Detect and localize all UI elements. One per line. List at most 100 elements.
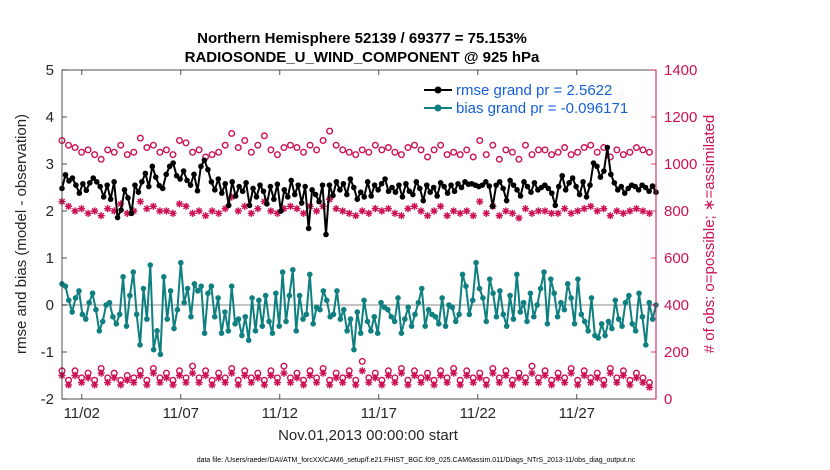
rmse-point [260,188,267,195]
bias-point [76,288,82,294]
x-tick-label: 11/17 [361,405,397,422]
obs-assimilated-marker [606,212,614,220]
rmse-point [601,168,607,174]
obs-possible-marker [561,144,569,152]
obs-assimilated-marker [319,369,327,377]
obs-assimilated-marker [436,202,445,210]
bias-point [395,295,401,301]
rmse-point [305,225,312,232]
legend-bias-label: bias grand pr = -0.096171 [456,100,628,117]
rmse-point [434,193,440,199]
obs-possible-marker [358,357,366,365]
rmse-point [271,196,277,203]
obs-possible-marker [469,153,477,161]
obs-assimilated-marker [619,371,627,380]
obs-possible-marker [228,129,236,137]
rmse-point [548,190,555,196]
obs-assimilated-marker [169,209,177,217]
bias-point [398,330,405,337]
bias-point [629,321,636,327]
obs-assimilated-marker [423,374,432,382]
y-left-tick-label: 1 [46,250,54,267]
rmse-point [416,185,423,192]
obs-assimilated-marker [626,381,634,389]
obs-assimilated-marker [188,209,197,217]
bias-point [575,276,581,282]
bias-point [347,316,354,322]
rmse-point [444,190,451,196]
obs-possible-marker [548,151,556,159]
rmse-point [146,183,152,190]
obs-possible-marker [378,146,386,154]
bias-point [154,328,160,334]
obs-assimilated-marker [267,207,275,215]
rmse-point [191,171,197,178]
bias-point [412,311,418,318]
obs-assimilated-marker [600,205,608,213]
legend-rmse-label: rmse grand pr = 2.5622 [456,82,612,99]
obs-possible-marker [313,146,321,154]
y-axis-right-label: # of obs: o=possible; ∗=assimilated [701,115,718,354]
obs-assimilated-marker [136,198,144,206]
rmse-point [517,193,524,199]
bias-point [554,313,561,320]
bias-point [361,297,367,304]
obs-assimilated-marker [397,212,406,220]
obs-assimilated-marker [293,205,301,213]
rmse-point [510,182,517,188]
rmse-point [170,160,176,166]
obs-possible-marker [587,141,595,149]
y-axis-left: -2 -1 0 1 2 3 4 5 [41,62,67,408]
bias-point [178,259,184,266]
rmse-point [399,194,406,200]
rmse-point [559,172,566,179]
obs-assimilated-marker [110,374,118,382]
x-tick-label: 11/02 [64,405,100,422]
rmse-point [458,184,465,191]
rmse-point [576,191,583,198]
obs-possible-marker [65,141,73,149]
obs-assimilated-marker [521,205,530,213]
obs-possible-marker [352,151,360,159]
bias-point [215,295,221,301]
bias-point [310,321,316,327]
bias-point [378,299,384,306]
bias-point [351,346,357,353]
bias-point [466,311,473,318]
bias-point [279,269,286,275]
rmse-point [392,189,399,195]
bias-point [544,321,551,327]
obs-assimilated-marker [593,207,601,215]
obs-possible-marker [280,144,288,152]
obs-assimilated-marker [574,207,582,215]
bias-point [127,292,133,299]
bias-point [622,299,629,306]
obs-possible-marker [293,144,301,152]
obs-assimilated-marker [613,207,621,215]
y-left-tick-label: 5 [46,62,54,79]
x-axis: 11/02 11/07 11/12 11/17 11/22 11/27 [64,70,595,422]
obs-possible-marker [508,148,516,156]
obs-possible-marker [404,144,412,152]
bias-point [161,274,167,280]
obs-assimilated-marker [228,369,236,377]
bias-point [147,262,154,268]
obs-possible-marker [84,146,92,154]
bias-point [306,271,313,278]
rmse-point [385,188,392,195]
obs-assimilated-marker [521,378,530,387]
rmse-point [232,193,239,199]
obs-assimilated-marker [456,209,464,217]
obs-possible-marker [221,141,229,149]
obs-possible-marker [632,144,640,152]
obs-assimilated-marker [574,381,582,389]
bias-point [649,316,656,322]
bias-point [273,290,279,297]
y-right-tick-label: 1400 [664,62,697,79]
obs-assimilated-marker [339,378,347,387]
obs-assimilated-marker [541,371,549,380]
rmse-point [583,194,590,200]
obs-assimilated-marker [260,198,268,206]
obs-assimilated-marker [502,371,510,380]
bias-point [245,337,252,344]
